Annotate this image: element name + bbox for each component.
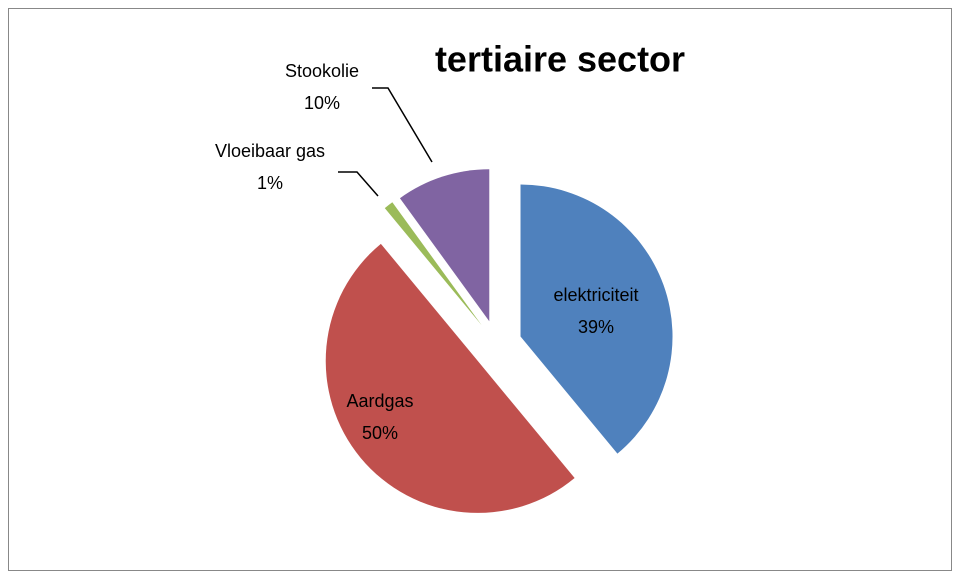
slice-label: Stookolie bbox=[285, 61, 359, 81]
leader-line bbox=[338, 171, 379, 197]
pie-slice bbox=[325, 243, 575, 513]
slice-value-label: 39% bbox=[578, 317, 614, 337]
slice-value-label: 50% bbox=[362, 423, 398, 443]
pie-slice bbox=[384, 202, 482, 326]
slice-label: Vloeibaar gas bbox=[215, 141, 325, 161]
slice-label: elektriciteit bbox=[553, 285, 638, 305]
leader-line bbox=[372, 87, 433, 163]
pie-slice bbox=[399, 169, 490, 322]
chart-title: tertiaire sector bbox=[435, 39, 685, 80]
slice-value-label: 10% bbox=[304, 93, 340, 113]
pie-slice bbox=[520, 184, 673, 454]
slice-value-label: 1% bbox=[257, 173, 283, 193]
slice-label: Aardgas bbox=[346, 391, 413, 411]
